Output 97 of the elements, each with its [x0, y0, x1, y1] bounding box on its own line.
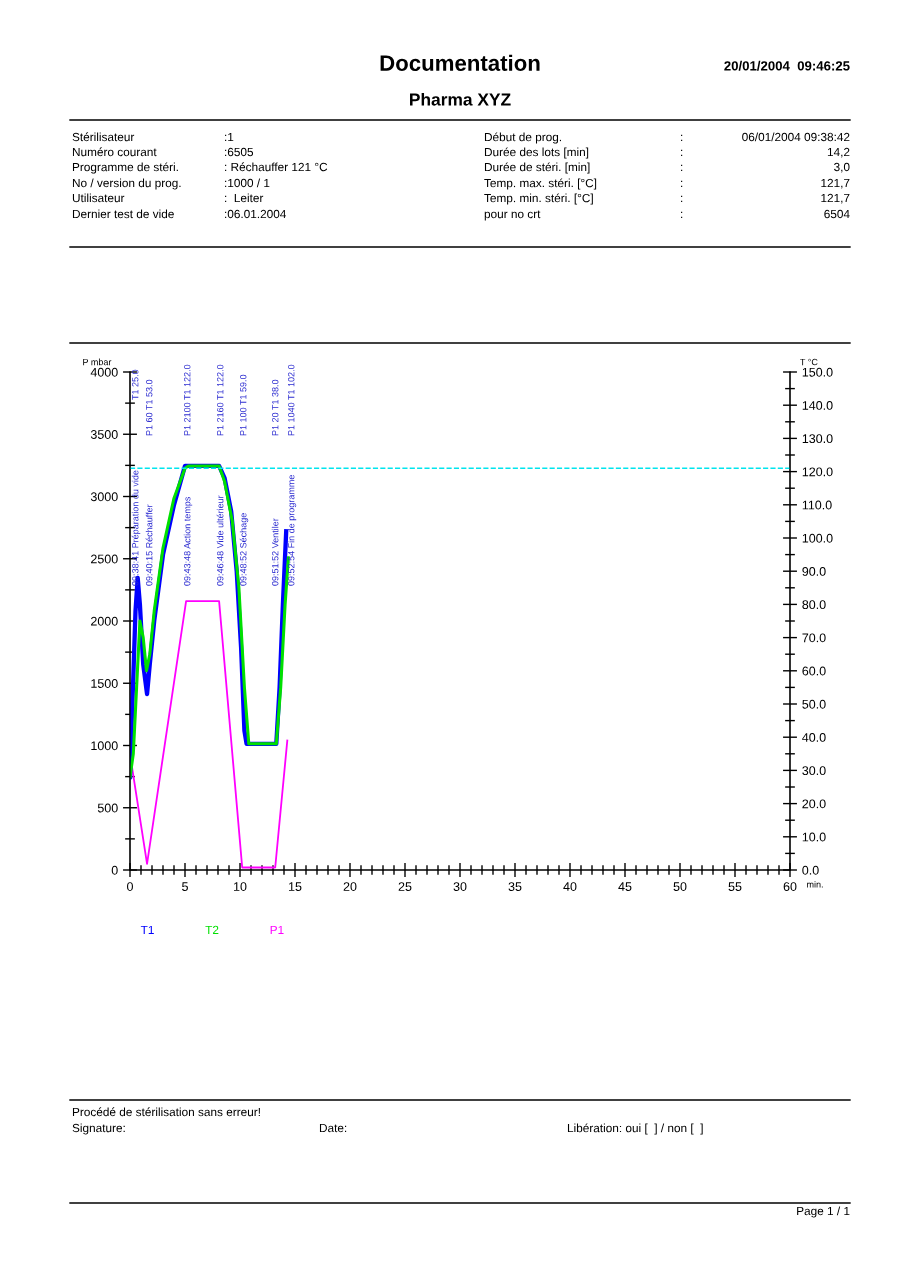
- text: Procédé de stérilisation sans erreur!: [72, 1107, 260, 1117]
- text: : Réchauffer 121 °C: [225, 162, 328, 172]
- y2-tick-label: 50.0: [802, 699, 826, 709]
- text: Début de prog.: [484, 132, 562, 144]
- y2-tick-label: 30.0: [802, 766, 826, 776]
- text: Numéro courant: [72, 147, 157, 157]
- x-tick-label: 55: [728, 882, 742, 891]
- text: Temp. min. stéri. [°C]: [484, 193, 593, 205]
- x-tick-label: 40: [563, 882, 577, 891]
- y-tick-label: 0: [111, 865, 118, 875]
- annotation: P1 2100 T1 122.0: [184, 364, 191, 436]
- y2-axis-title: T °C: [800, 358, 818, 366]
- annotation: 09:48:52 Séchage: [239, 513, 249, 586]
- x-tick-label: 60: [783, 882, 797, 891]
- text: :: [681, 164, 683, 172]
- text: Libération: oui [ ] / non [ ]: [567, 1123, 703, 1135]
- y-tick-label: 500: [97, 803, 118, 813]
- text: Stérilisateur: [72, 132, 135, 142]
- text: 121,7: [821, 193, 850, 204]
- text: P1: [270, 925, 284, 934]
- text: 6504: [824, 209, 850, 219]
- text: T2: [205, 925, 219, 934]
- y-tick-label: 4000: [90, 367, 118, 377]
- annotation: 09:40:15 Réchauffer: [145, 504, 153, 586]
- text: Dernier test de vide: [72, 209, 174, 219]
- y-tick-label: 1500: [91, 679, 118, 688]
- y-tick-label: 2000: [91, 616, 118, 626]
- text: Page 1 / 1: [797, 1206, 850, 1218]
- y2-tick-label: 0.0: [802, 865, 819, 875]
- text: :: [681, 149, 683, 157]
- line-series: [130, 600, 289, 869]
- annotation: 09:43:48 Action temps: [183, 496, 193, 586]
- text: No / version du prog.: [72, 178, 181, 190]
- y2-tick-label: 70.0: [802, 633, 826, 643]
- annotation: P1 2160 T1 122.0: [217, 364, 224, 436]
- text: Temp. max. stéri. [°C]: [484, 178, 597, 190]
- text: 06/01/2004 09:38:42: [742, 132, 850, 142]
- text: Date:: [319, 1123, 347, 1133]
- x-tick-label: 15: [289, 882, 302, 891]
- x-tick-label: 25: [398, 882, 412, 891]
- chart-title: Documentation: [380, 54, 540, 71]
- y2-tick-label: 130.0: [802, 434, 833, 444]
- chart-subtitle: Pharma XYZ: [410, 92, 511, 106]
- text: :: [681, 134, 683, 142]
- y2-tick-label: 60.0: [802, 666, 826, 676]
- x-tick-label: 5: [182, 882, 188, 891]
- x-tick-label: 45: [618, 882, 632, 891]
- y2-tick-label: 120.0: [802, 467, 833, 477]
- annotation: P1 1040 T1 102.0: [288, 364, 295, 436]
- annotation: 09:52:54 Fin de programme: [287, 475, 297, 586]
- annotation: P1 100 T1 59.0: [240, 374, 247, 436]
- annotation: T1 25.0: [132, 369, 139, 400]
- annotation: P1 20 T1 38.0: [272, 379, 279, 436]
- x-tick-label: 30: [453, 882, 467, 891]
- y2-tick-label: 10.0: [802, 832, 826, 842]
- y2-tick-label: 110.0: [802, 500, 832, 510]
- x-axis-title: min.: [807, 880, 823, 888]
- text: 3,0: [834, 162, 850, 173]
- y2-tick-label: 100.0: [802, 533, 833, 543]
- text: : Leiter: [225, 193, 264, 203]
- x-tick-label: 10: [234, 882, 247, 891]
- x-tick-label: 50: [673, 882, 687, 891]
- y2-tick-label: 20.0: [802, 799, 826, 809]
- text: 14,2: [827, 147, 850, 158]
- text: :1: [225, 132, 234, 142]
- text: :: [681, 211, 683, 219]
- text: Durée de stéri. [min]: [484, 162, 590, 174]
- text: 121,7: [821, 178, 850, 189]
- text: 20/01/2004 09:46:25: [724, 60, 850, 71]
- annotation: 09:51:52 Ventiler: [271, 518, 279, 586]
- y-tick-label: 1000: [91, 741, 118, 751]
- text: :: [681, 195, 683, 203]
- y2-tick-label: 90.0: [802, 567, 826, 576]
- y-tick-label: 3500: [90, 430, 118, 439]
- y2-tick-label: 140.0: [802, 401, 833, 410]
- annotation: 09:38:41 Préparation du vide: [131, 470, 141, 586]
- text: Utilisateur: [72, 193, 125, 203]
- annotation: 09:46:48 Vide ultérieur: [216, 495, 224, 586]
- x-tick-label: 20: [343, 882, 357, 891]
- y-axis-title: P mbar: [83, 358, 112, 366]
- x-tick-label: 0: [127, 882, 133, 891]
- text: :6505: [225, 147, 254, 157]
- annotation: P1 60 T1 53.0: [146, 379, 153, 436]
- y-tick-label: 2500: [91, 554, 118, 564]
- y2-tick-label: 150.0: [802, 367, 833, 377]
- text: Signature:: [72, 1123, 125, 1135]
- y-tick-label: 3000: [90, 492, 118, 502]
- y2-tick-label: 40.0: [802, 733, 826, 742]
- text: T1: [140, 925, 154, 934]
- text: :: [681, 180, 683, 188]
- text: pour no crt: [484, 210, 541, 221]
- text: Programme de stéri.: [72, 162, 178, 174]
- text: :06.01.2004: [225, 209, 287, 219]
- text: :1000 / 1: [225, 178, 270, 188]
- text: Durée des lots [min]: [484, 147, 589, 159]
- x-tick-label: 35: [508, 882, 522, 891]
- y2-tick-label: 80.0: [802, 600, 826, 610]
